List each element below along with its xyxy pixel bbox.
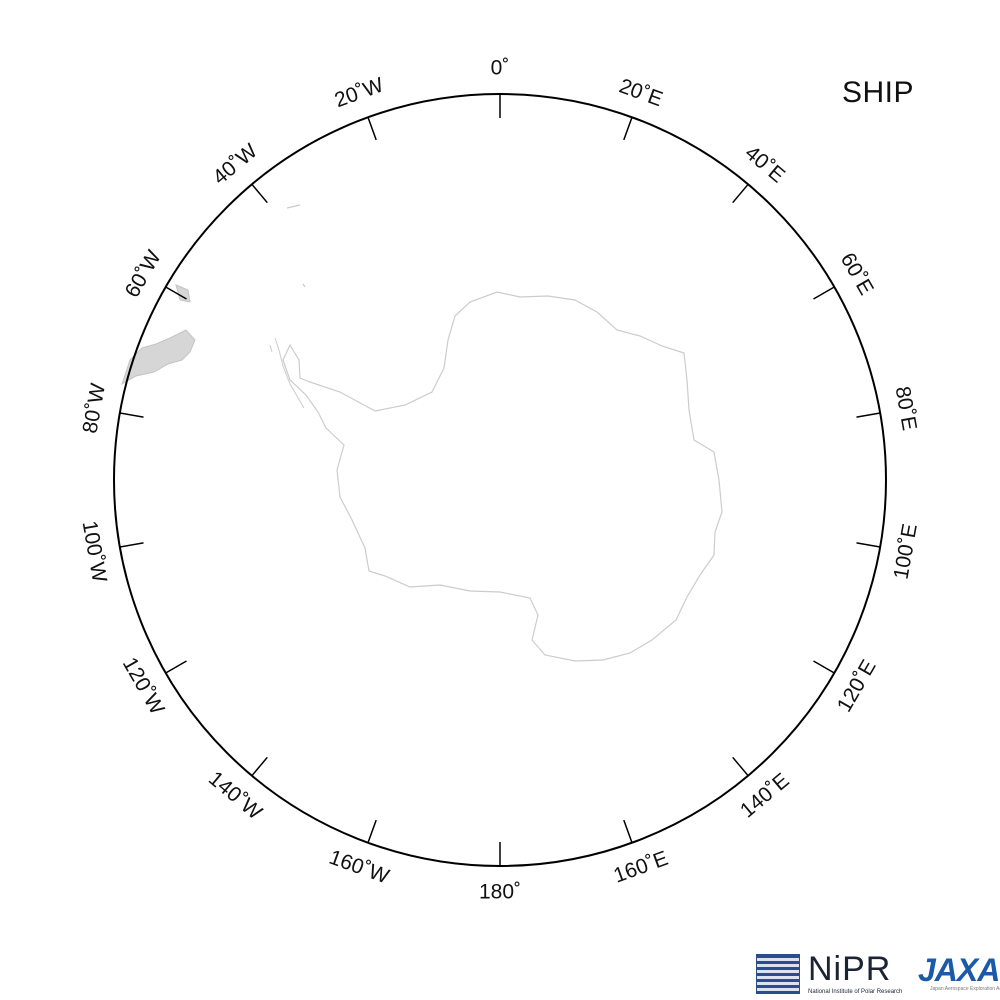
longitude-tick bbox=[119, 412, 144, 418]
longitude-tick bbox=[623, 819, 633, 843]
longitude-label: 0˚ bbox=[491, 57, 510, 80]
longitude-label: 140˚E bbox=[736, 769, 794, 823]
longitude-label: 40˚E bbox=[740, 141, 789, 187]
longitude-tick bbox=[856, 412, 881, 418]
longitude-tick bbox=[813, 286, 835, 300]
longitude-tick bbox=[732, 183, 749, 204]
longitude-label: 160˚W bbox=[326, 846, 392, 889]
antarctica-coastline bbox=[282, 291, 723, 662]
longitude-tick bbox=[367, 117, 377, 141]
map-title: SHIP bbox=[841, 76, 914, 109]
longitude-ticks bbox=[119, 94, 881, 866]
longitude-tick bbox=[251, 756, 268, 777]
nipr-logo-text: NiPR bbox=[808, 950, 892, 988]
longitude-tick bbox=[813, 660, 835, 674]
longitude-tick bbox=[732, 756, 749, 777]
longitude-label: 100˚W bbox=[78, 519, 111, 584]
longitude-tick bbox=[119, 542, 144, 548]
longitude-tick bbox=[165, 286, 187, 300]
longitude-label: 80˚E bbox=[891, 385, 921, 433]
longitude-label: 180˚ bbox=[479, 881, 521, 904]
longitude-label: 140˚W bbox=[204, 767, 266, 824]
longitude-label: 80˚W bbox=[79, 382, 110, 436]
longitude-label: 60˚W bbox=[121, 246, 166, 301]
antarctic-peninsula-islands bbox=[269, 337, 305, 409]
longitude-tick bbox=[367, 819, 377, 843]
longitude-label: 160˚E bbox=[611, 847, 672, 888]
map-frame bbox=[113, 93, 887, 867]
nipr-logo-icon bbox=[756, 954, 800, 994]
longitude-label: 100˚E bbox=[890, 522, 922, 581]
south-georgia-island bbox=[286, 204, 306, 288]
longitude-label: 20˚E bbox=[616, 74, 666, 111]
longitude-tick bbox=[165, 660, 187, 674]
longitude-label: 120˚E bbox=[833, 656, 881, 716]
longitude-tick bbox=[856, 542, 881, 548]
jaxa-logo-text: JAXA bbox=[918, 952, 1000, 988]
jaxa-logo-subtitle: Japan Aerospace Exploration Agency bbox=[930, 986, 1000, 992]
land-layer bbox=[121, 204, 723, 662]
longitude-tick bbox=[251, 183, 268, 204]
longitude-tick bbox=[623, 117, 633, 141]
logo-bar: NiPR National Institute of Polar Researc… bbox=[756, 950, 1000, 1000]
longitude-label: 60˚E bbox=[836, 249, 878, 299]
longitude-label: 20˚W bbox=[332, 73, 387, 112]
nipr-logo-subtitle: National Institute of Polar Research bbox=[808, 989, 903, 995]
